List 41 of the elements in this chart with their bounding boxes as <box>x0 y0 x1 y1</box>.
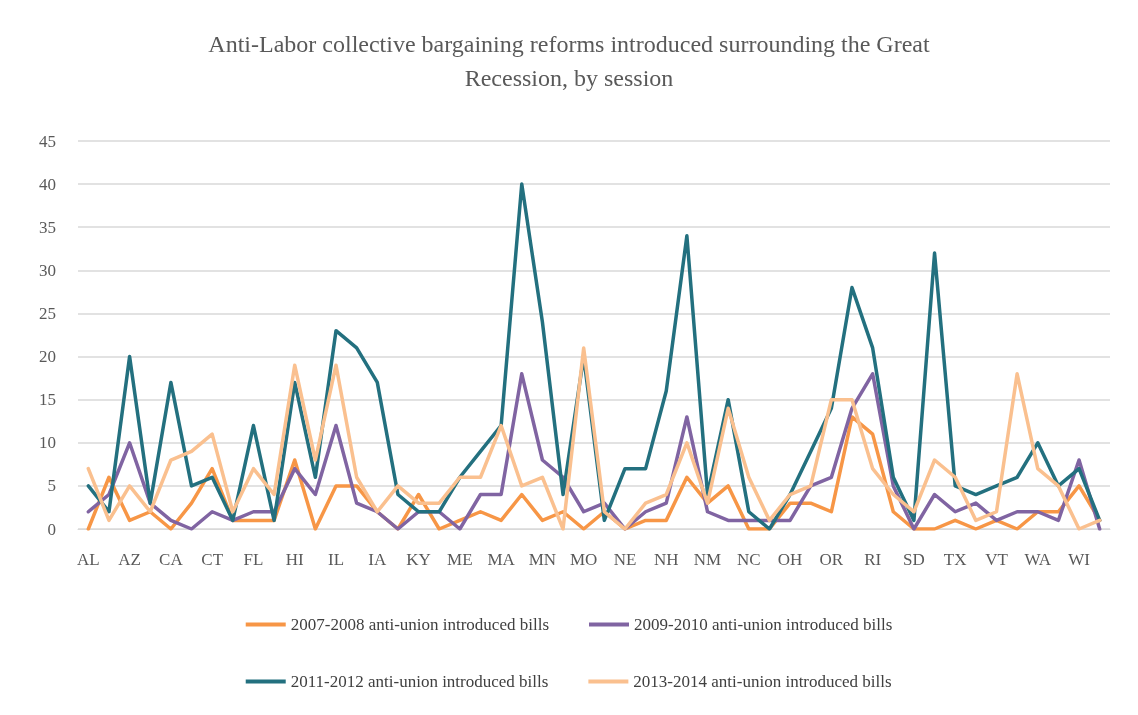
y-tick-label: 25 <box>39 303 56 323</box>
y-tick-label: 40 <box>39 174 56 194</box>
y-tick-label: 15 <box>39 390 56 410</box>
x-tick-label: SD <box>903 550 925 569</box>
x-tick-label: CA <box>159 550 184 569</box>
y-tick-label: 20 <box>39 347 56 367</box>
x-tick-label: MA <box>487 550 516 569</box>
x-tick-label: WA <box>1024 550 1052 569</box>
legend-label: 2011-2012 anti-union introduced bills <box>290 672 549 691</box>
y-tick-label: 35 <box>39 217 56 237</box>
x-tick-label: RI <box>864 550 882 569</box>
line-series <box>86 182 1102 531</box>
chart-title: Anti-Labor collective bargaining reforms introduced surrounding the Great Recession, by session <box>208 31 930 91</box>
y-tick-label: 30 <box>39 260 56 280</box>
x-tick-label: ME <box>447 550 473 569</box>
y-tick-label: 45 <box>39 131 56 151</box>
x-tick-label: FL <box>243 550 264 569</box>
x-tick-label: NH <box>653 550 679 569</box>
legend-label: 2009-2010 anti-union introduced bills <box>634 615 893 634</box>
x-tick-label: IL <box>327 550 345 569</box>
x-tick-label: OH <box>777 550 803 569</box>
x-tick-label: MO <box>569 550 598 569</box>
y-tick-label: 5 <box>47 476 56 496</box>
x-tick-label: TX <box>943 550 967 569</box>
legend-label: 2013-2014 anti-union introduced bills <box>633 672 892 691</box>
x-tick-label: OR <box>819 550 844 569</box>
x-tick-label: KY <box>406 550 431 569</box>
x-tick-label: VT <box>985 550 1009 569</box>
x-tick-label: CT <box>201 550 224 569</box>
x-tick-label: MN <box>528 550 557 569</box>
x-tick-label: NC <box>736 550 761 569</box>
x-tick-label: NM <box>693 550 722 569</box>
x-tick-label: IA <box>368 550 387 569</box>
y-tick-label: 0 <box>47 519 56 539</box>
legend-label: 2007-2008 anti-union introduced bills <box>290 615 550 634</box>
x-tick-label: WI <box>1068 550 1091 569</box>
x-tick-label: AZ <box>118 550 141 569</box>
y-tick-label: 10 <box>39 433 56 453</box>
x-tick-label: AL <box>76 550 100 569</box>
x-tick-label: NE <box>613 550 637 569</box>
x-tick-label: HI <box>285 550 305 569</box>
